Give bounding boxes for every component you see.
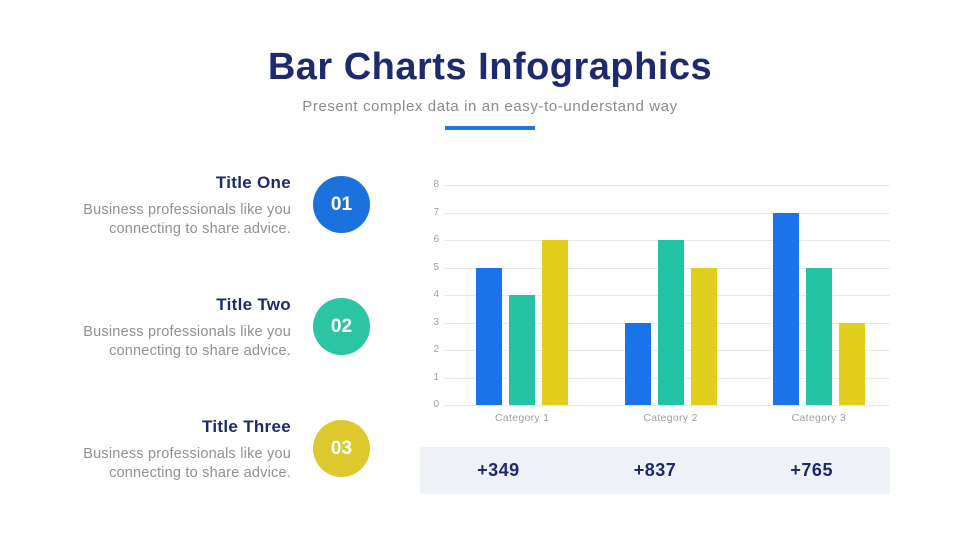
feature-number-badge: 01 <box>313 176 370 233</box>
summary-value: +765 <box>790 460 833 480</box>
bar-group <box>476 240 569 405</box>
feature-number-badge: 02 <box>313 298 370 355</box>
y-axis-tick-label: 2 <box>433 344 439 355</box>
y-axis-tick-label: 7 <box>433 206 439 218</box>
feature-text: Title Three Business professionals like … <box>60 417 291 483</box>
bar <box>690 267 717 405</box>
title-underline-accent <box>445 126 535 130</box>
y-axis-tick-label: 6 <box>433 234 439 245</box>
y-axis-tick-label: 4 <box>433 289 439 300</box>
y-axis-tick-label: 8 <box>433 179 439 190</box>
y-axis-tick-label: 3 <box>433 316 439 328</box>
bar <box>772 212 799 405</box>
bar <box>624 322 651 405</box>
feature-item-three: Title Three Business professionals like … <box>60 417 370 483</box>
bar <box>838 322 865 405</box>
summary-value: +837 <box>633 460 677 480</box>
page-subtitle: Present complex data in an easy-to-under… <box>302 98 678 115</box>
feature-description: Business professionals like you connecti… <box>83 324 291 359</box>
bar <box>476 267 503 405</box>
bar-group <box>772 212 865 405</box>
y-axis-tick-label: 0 <box>433 399 439 410</box>
feature-description: Business professionals like you connecti… <box>83 202 291 237</box>
category-label: Category 1 <box>494 412 550 424</box>
bar <box>542 240 569 405</box>
category-label: Category 2 <box>643 412 698 424</box>
feature-title: Title Two <box>216 295 291 314</box>
feature-title: Title Three <box>202 417 291 436</box>
bar-chart-plot: 0 1 2 3 4 5 6 7 8 Category 1 Category 2 Category 3 <box>433 179 890 424</box>
feature-description: Business professionals like you connecti… <box>83 446 291 481</box>
bar <box>805 267 832 405</box>
feature-text: Title Two Business professionals like yo… <box>60 295 291 361</box>
feature-list: Title One Business professionals like yo… <box>60 173 370 539</box>
y-axis-tick-label: 1 <box>433 371 439 383</box>
feature-number-badge: 03 <box>313 420 370 477</box>
gridline <box>445 405 890 406</box>
feature-item-two: Title Two Business professionals like yo… <box>60 295 370 361</box>
summary-strip: +349 +837 +765 <box>420 447 890 494</box>
gridline <box>445 212 890 214</box>
category-label: Category 3 <box>791 412 847 424</box>
feature-item-one: Title One Business professionals like yo… <box>60 173 370 239</box>
feature-text: Title One Business professionals like yo… <box>60 173 291 239</box>
summary-value: +349 <box>477 460 520 480</box>
gridline <box>445 185 890 186</box>
bar <box>509 295 536 405</box>
page-title: Bar Charts Infographics <box>267 46 713 88</box>
bar <box>657 240 684 405</box>
feature-title: Title One <box>215 173 291 192</box>
bar-group <box>624 240 717 405</box>
y-axis-tick-label: 5 <box>433 261 439 273</box>
